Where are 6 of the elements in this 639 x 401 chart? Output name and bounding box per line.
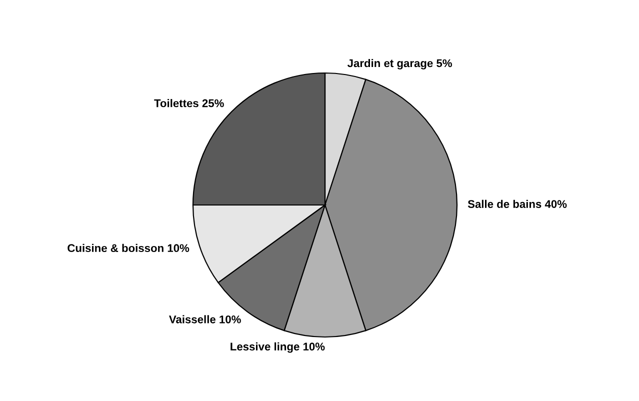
slice-label: Cuisine & boisson 10% [68,244,190,252]
slice-label: Vaisselle 10% [169,315,241,324]
slice-label: Salle de bains 40% [468,200,567,208]
slice-label: Lessive linge 10% [230,342,325,353]
slice-label: Toilettes 25% [154,99,224,108]
slice-label: Jardin et garage 5% [347,58,452,70]
